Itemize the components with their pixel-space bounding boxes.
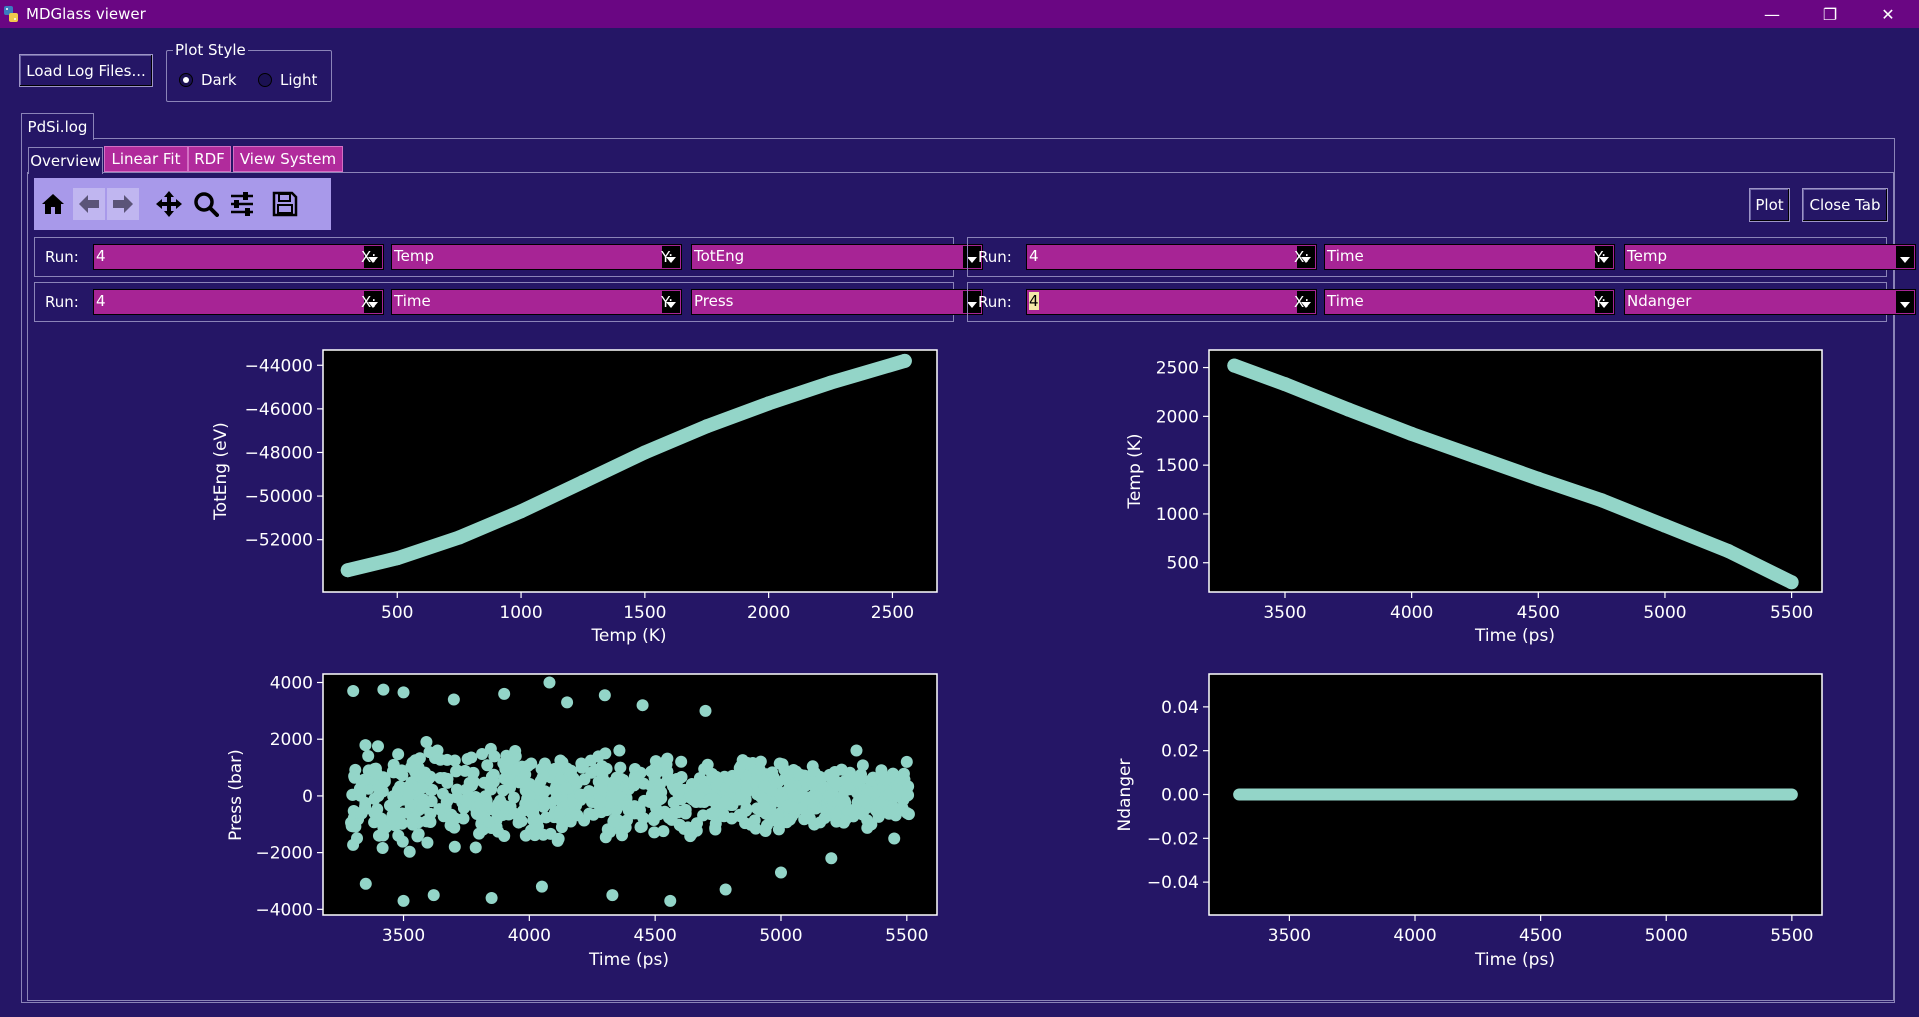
tab-overview[interactable]: Overview [28, 147, 103, 174]
x-label: X: [361, 248, 377, 266]
y-label: Y: [1594, 248, 1607, 266]
tab-view-system[interactable]: View System [233, 146, 343, 172]
run-value: 4 [96, 292, 106, 310]
run-select[interactable]: 4 [1026, 289, 1317, 315]
save-icon[interactable] [269, 188, 301, 220]
title-bar: MDGlass viewer — ❐ ✕ [0, 0, 1919, 28]
plot-button[interactable]: Plot [1749, 188, 1790, 222]
configure-subplots-icon[interactable] [226, 188, 258, 220]
plot-style-group: Plot Style [166, 41, 332, 102]
run-label: Run: [45, 248, 79, 266]
dropdown-arrow-icon[interactable] [1896, 246, 1914, 268]
restore-button[interactable]: ❐ [1822, 4, 1838, 24]
x-select[interactable]: Temp [391, 244, 682, 270]
radio-light-label: Light [280, 71, 318, 89]
dropdown-arrow-icon[interactable] [662, 291, 680, 313]
y-value: Ndanger [1627, 292, 1692, 310]
dropdown-arrow-icon[interactable] [1595, 246, 1613, 268]
file-tab-panel [21, 138, 1895, 1003]
x-value: Temp [394, 247, 434, 265]
tab-linear-fit[interactable]: Linear Fit [104, 146, 188, 172]
tab-rdf[interactable]: RDF [188, 146, 231, 172]
plot-toolbar [34, 178, 331, 230]
x-label: X: [1294, 248, 1310, 266]
radio-dark[interactable]: Dark [179, 71, 237, 89]
plot-style-legend: Plot Style [173, 41, 248, 59]
y-value: Temp [1627, 247, 1667, 265]
close-window-button[interactable]: ✕ [1881, 4, 1895, 24]
radio-light-indicator[interactable] [258, 73, 272, 87]
y-label: Y: [661, 293, 674, 311]
pan-icon[interactable] [153, 188, 185, 220]
radio-dark-label: Dark [201, 71, 237, 89]
tab-file-pdsi[interactable]: PdSi.log [21, 113, 94, 140]
y-select[interactable]: Press [691, 289, 983, 315]
radio-light[interactable]: Light [258, 71, 317, 89]
run-select[interactable]: 4 [93, 244, 384, 270]
run-label: Run: [45, 293, 79, 311]
y-label: Y: [1594, 293, 1607, 311]
y-select[interactable]: TotEng [691, 244, 983, 270]
forward-arrow-icon[interactable] [107, 188, 139, 220]
y-label: Y: [661, 248, 674, 266]
x-value: Time [1327, 292, 1364, 310]
dropdown-arrow-icon[interactable] [1297, 246, 1315, 268]
run-label: Run: [978, 248, 1012, 266]
x-select[interactable]: Time [391, 289, 682, 315]
x-label: X: [1294, 293, 1310, 311]
zoom-icon[interactable] [190, 188, 222, 220]
dropdown-arrow-icon[interactable] [662, 246, 680, 268]
run-value: 4 [1029, 292, 1039, 310]
x-select[interactable]: Time [1324, 244, 1615, 270]
x-select[interactable]: Time [1324, 289, 1615, 315]
run-value-text: 4 [1029, 292, 1039, 310]
run-select[interactable]: 4 [93, 289, 384, 315]
radio-dark-indicator[interactable] [179, 73, 193, 87]
run-value: 4 [96, 247, 106, 265]
python-app-icon [4, 6, 18, 22]
load-log-files-button[interactable]: Load Log Files... [19, 54, 153, 87]
x-value: Time [394, 292, 431, 310]
run-value: 4 [1029, 247, 1039, 265]
selector-row-1: Run: 4 X: Temp Y: TotEng [34, 237, 983, 277]
minimize-button[interactable]: — [1764, 4, 1780, 24]
window-title: MDGlass viewer [26, 5, 146, 23]
close-tab-button[interactable]: Close Tab [1802, 188, 1888, 222]
overview-panel [27, 172, 1894, 1001]
selector-row-2: Run: 4 X: Time Y: Temp [967, 237, 1916, 277]
y-select[interactable]: Ndanger [1624, 289, 1916, 315]
dropdown-arrow-icon[interactable] [1595, 291, 1613, 313]
dropdown-arrow-icon[interactable] [364, 291, 382, 313]
selector-row-3: Run: 4 X: Time Y: Press [34, 282, 983, 322]
run-select[interactable]: 4 [1026, 244, 1317, 270]
x-label: X: [361, 293, 377, 311]
selector-row-4: Run: 4 X: Time Y: Ndanger [967, 282, 1916, 322]
dropdown-arrow-icon[interactable] [364, 246, 382, 268]
dropdown-arrow-icon[interactable] [1297, 291, 1315, 313]
y-value: TotEng [694, 247, 745, 265]
y-select[interactable]: Temp [1624, 244, 1916, 270]
dropdown-arrow-icon[interactable] [1896, 291, 1914, 313]
home-icon[interactable] [37, 188, 69, 220]
run-label: Run: [978, 293, 1012, 311]
y-value: Press [694, 292, 734, 310]
back-arrow-icon[interactable] [73, 188, 105, 220]
x-value: Time [1327, 247, 1364, 265]
